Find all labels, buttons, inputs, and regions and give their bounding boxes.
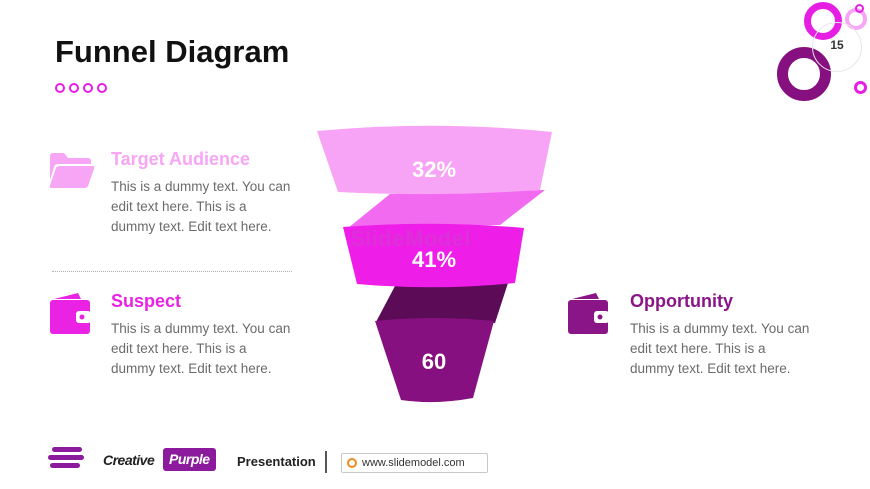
title-dot [83, 83, 93, 93]
title-dot [55, 83, 65, 93]
deco-ring-tiny-top [855, 4, 864, 13]
target-audience-title: Target Audience [111, 149, 251, 169]
brand-name: Creative [103, 452, 155, 468]
opportunity-title: Opportunity [630, 291, 733, 311]
funnel-connector-2 [376, 283, 508, 323]
wallet-icon [566, 291, 612, 342]
funnel-segment-3 [375, 318, 494, 403]
title-dot [97, 83, 107, 93]
deco-ring-tiny-bottom [854, 81, 867, 94]
target-audience-text: This is a dummy text. You can edit text … [111, 179, 291, 234]
funnel-segment-1 [317, 125, 552, 195]
presentation-label: Presentation [237, 454, 316, 469]
funnel-connector-1 [348, 190, 545, 228]
suspect-text: This is a dummy text. You can edit text … [111, 321, 291, 376]
folder-icon [48, 150, 96, 195]
title-dot [69, 83, 79, 93]
website-url: www.slidemodel.com [362, 457, 465, 469]
funnel-label-1: 32% [412, 157, 456, 182]
deco-ring-outline [812, 22, 862, 72]
watermark: SlideModel [350, 226, 472, 251]
footer-separator [325, 451, 327, 473]
divider [52, 271, 292, 272]
menu-logo-icon [48, 447, 84, 471]
opportunity-text: This is a dummy text. You can edit text … [630, 321, 810, 376]
funnel-label-3: 60 [422, 349, 446, 374]
brand-badge: Purple [163, 448, 216, 471]
website-link[interactable]: www.slidemodel.com [341, 453, 488, 473]
wallet-icon [48, 291, 94, 342]
page-number: 15 [830, 38, 844, 52]
suspect-title: Suspect [111, 291, 182, 311]
deco-ring-large [777, 47, 831, 101]
globe-icon [347, 458, 357, 468]
slide-title: Funnel Diagram [55, 34, 290, 69]
title-dots [55, 83, 107, 93]
